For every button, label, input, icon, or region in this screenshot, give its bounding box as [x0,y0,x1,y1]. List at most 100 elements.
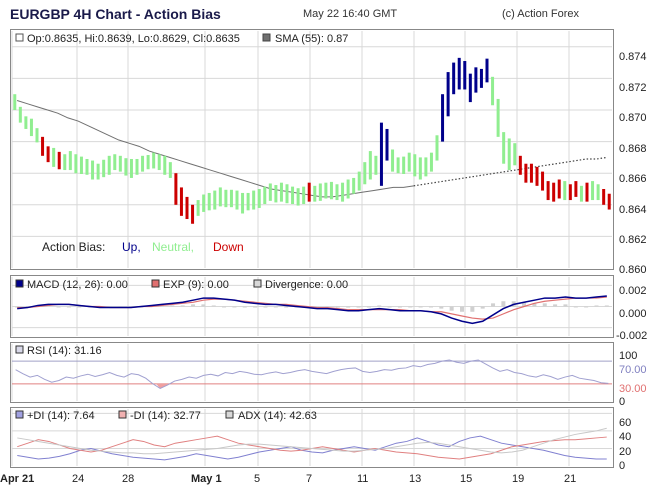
ohlc-bar-61 [352,177,356,194]
ohlc-bar-72 [413,154,417,177]
ohlc-bar-56 [324,182,328,199]
x-tick-0: Apr 21 [0,473,34,485]
ohlc-bar-30 [179,187,183,216]
dmi-tick-3: 0 [619,460,625,472]
ohlc-bar-23 [141,155,145,172]
adx-info-text: ADX (14): 42.63 [238,410,317,422]
ohlc-bar-96 [546,181,550,201]
ohlc-bar-49 [285,184,289,204]
ohlc-bar-98 [557,179,561,199]
ohlc-bar-99 [563,181,567,201]
ohlc-bar-51 [296,188,300,206]
ohlc-bar-39 [229,189,233,208]
divergence-bar-38 [408,306,413,308]
rsi-legend-swatch [15,345,24,354]
divergence-bar-40 [428,306,433,308]
ohlc-bar-55 [318,183,322,201]
price-tick-7: 0.860 [619,264,647,276]
ohlc-bar-41 [241,192,245,214]
divergence-bar-46 [491,303,496,307]
divergence-bar-24 [263,306,268,308]
price-tick-5: 0.864 [619,204,647,216]
ohlc-bar-68 [391,149,395,172]
macd-info-text: MACD (12, 26): 0.00 [27,279,128,291]
ohlc-bar-93 [529,163,533,183]
divergence-info-text: Divergence: 0.00 [265,279,348,291]
ohlc-bar-52 [302,186,306,205]
rsi-panel [10,342,614,403]
sma-info-text: SMA (55): 0.87 [275,33,348,45]
divergence-bar-34 [366,306,371,308]
ohlc-bar-5 [41,136,45,156]
ohlc-bar-74 [424,157,428,177]
divergence-bar-42 [449,306,454,311]
dmi-tick-1: 40 [619,431,631,443]
rsi-oversold-shade [156,383,172,389]
x-tick-9: 19 [512,473,524,485]
macd-tick-1: 0.000 [619,308,647,320]
ohlc-bar-82 [468,73,472,103]
ohlc-bar-57 [329,181,333,200]
ohlc-bar-83 [474,67,478,93]
divergence-bar-51 [542,303,547,307]
divergence-bar-32 [346,306,351,308]
ohlc-bar-19 [118,155,122,172]
plus-di-line [17,435,607,461]
ohlc-bar-8 [57,151,61,170]
x-tick-10: 21 [564,473,576,485]
divergence-bar-31 [335,306,340,308]
adx-legend-swatch [225,410,234,419]
divergence-bar-4 [56,306,61,308]
ohlc-bar-2 [24,116,28,129]
ohlc-bar-64 [368,151,372,180]
ohlc-bar-1 [18,106,22,123]
x-tick-2: 28 [122,473,134,485]
ohlc-bar-17 [107,155,111,175]
ohlc-bar-33 [196,200,200,216]
ohlc-bar-86 [491,76,495,106]
x-tick-1: 24 [72,473,84,485]
ohlc-bar-15 [96,163,100,180]
ohlc-bar-47 [274,185,278,203]
plus-di-legend-swatch [15,410,24,419]
ohlc-bar-18 [113,154,117,171]
ohlc-bar-104 [591,181,595,201]
ohlc-bar-43 [252,190,256,210]
divergence-bar-16 [180,305,185,307]
ohlc-bar-27 [163,155,167,175]
rsi-tick-0: 100 [619,350,637,362]
ohlc-bar-106 [602,189,606,205]
exp-legend-swatch [151,279,160,288]
ohlc-bar-95 [541,171,545,191]
divergence-bar-5 [66,306,71,308]
divergence-bar-18 [201,304,206,307]
ohlc-bar-13 [85,158,89,175]
ohlc-legend-swatch [15,33,24,42]
chart-datetime: May 22 16:40 GMT [303,8,398,20]
ohlc-bar-0 [13,94,17,110]
exp-info-text: EXP (9): 0.00 [163,279,229,291]
ohlc-bar-101 [574,181,578,197]
ohlc-bar-11 [74,154,78,174]
x-tick-5: 7 [306,473,312,485]
ohlc-bar-85 [485,58,489,83]
ohlc-bar-75 [429,152,433,172]
action-bias-up: Up, [122,240,141,254]
ohlc-bar-66 [379,122,383,186]
divergence-bar-54 [573,306,578,308]
ohlc-bar-44 [257,189,261,208]
divergence-bar-43 [460,306,464,312]
ohlc-bar-53 [307,182,311,202]
ohlc-bar-77 [441,94,445,142]
ohlc-bar-45 [263,186,267,205]
ohlc-bar-62 [357,171,361,191]
ohlc-bar-107 [607,193,611,210]
ohlc-bar-102 [579,185,583,202]
ohlc-bar-63 [363,162,367,185]
ohlc-bar-32 [191,204,195,224]
divergence-bar-35 [377,305,382,307]
ohlc-bar-69 [396,157,400,174]
ohlc-info-text: Op:0.8635, Hi:0.8639, Lo:0.8629, Cl:0.86… [27,33,240,45]
x-tick-7: 13 [409,473,421,485]
